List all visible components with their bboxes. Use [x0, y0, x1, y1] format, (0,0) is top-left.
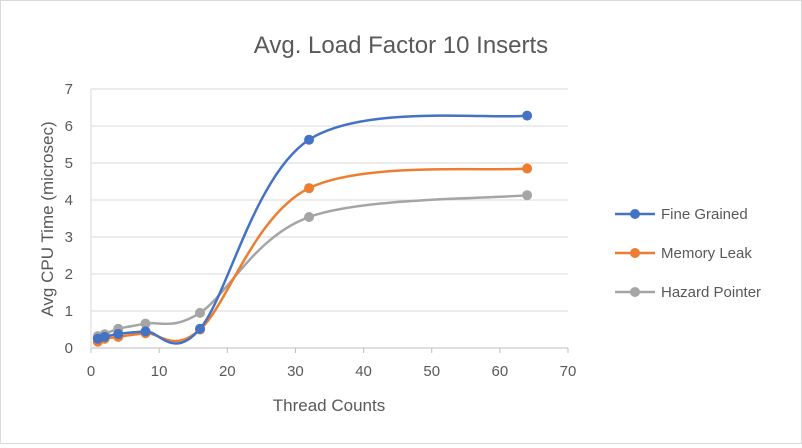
x-tick-label: 0: [87, 363, 95, 380]
gridlines: [91, 88, 568, 312]
y-tick-label: 7: [65, 81, 73, 98]
y-tick-label: 4: [65, 192, 73, 209]
legend-label-fine-grained: Fine Grained: [661, 206, 748, 223]
series-memory-leak: [92, 163, 533, 347]
x-tick-label: 50: [423, 363, 440, 380]
data-point-fine-grained: [304, 134, 315, 145]
data-point-hazard-pointer: [304, 212, 315, 223]
data-point-fine-grained: [113, 328, 124, 339]
legend-label-hazard-pointer: Hazard Pointer: [661, 284, 761, 301]
legend-marker-memory-leak: [630, 248, 640, 258]
x-tick-label: 40: [355, 363, 372, 380]
y-axis-label: Avg CPU Time (microsec): [38, 121, 57, 316]
data-point-hazard-pointer: [195, 307, 206, 318]
x-tick-label: 70: [560, 363, 577, 380]
x-tick-label: 10: [151, 363, 168, 380]
series-lines: [92, 110, 533, 347]
data-point-memory-leak: [304, 183, 315, 194]
axes: 0 10 20 30 40 50 60 70 0 1 2 3 4 5 6 7: [65, 81, 577, 380]
y-tick-label: 3: [65, 229, 73, 246]
y-tick-label: 0: [65, 340, 73, 357]
data-point-memory-leak: [522, 163, 533, 174]
legend-item-hazard-pointer: Hazard Pointer: [615, 284, 761, 301]
data-point-fine-grained: [195, 323, 206, 334]
x-axis-label: Thread Counts: [273, 396, 385, 415]
data-point-hazard-pointer: [522, 190, 533, 201]
legend-marker-hazard-pointer: [630, 287, 640, 297]
x-tick-label: 30: [287, 363, 304, 380]
x-tick-label: 60: [492, 363, 509, 380]
legend-label-memory-leak: Memory Leak: [661, 245, 752, 262]
y-tick-label: 2: [65, 266, 73, 283]
legend: Fine Grained Memory Leak Hazard Pointer: [615, 206, 761, 301]
y-tick-label: 6: [65, 118, 73, 135]
data-point-fine-grained: [522, 110, 533, 121]
legend-item-memory-leak: Memory Leak: [615, 245, 752, 262]
legend-item-fine-grained: Fine Grained: [615, 206, 748, 223]
chart-title: Avg. Load Factor 10 Inserts: [254, 32, 548, 59]
series-hazard-pointer: [92, 190, 533, 342]
y-tick-label: 5: [65, 155, 73, 172]
x-tick-label: 20: [219, 363, 236, 380]
series-line-fine-grained: [96, 114, 529, 345]
series-line-memory-leak: [96, 167, 529, 343]
data-point-hazard-pointer: [140, 318, 151, 329]
series-fine-grained: [92, 110, 533, 345]
y-tick-label: 1: [65, 303, 73, 320]
data-point-fine-grained: [99, 331, 110, 342]
data-point-fine-grained: [140, 326, 151, 337]
legend-marker-fine-grained: [630, 209, 640, 219]
